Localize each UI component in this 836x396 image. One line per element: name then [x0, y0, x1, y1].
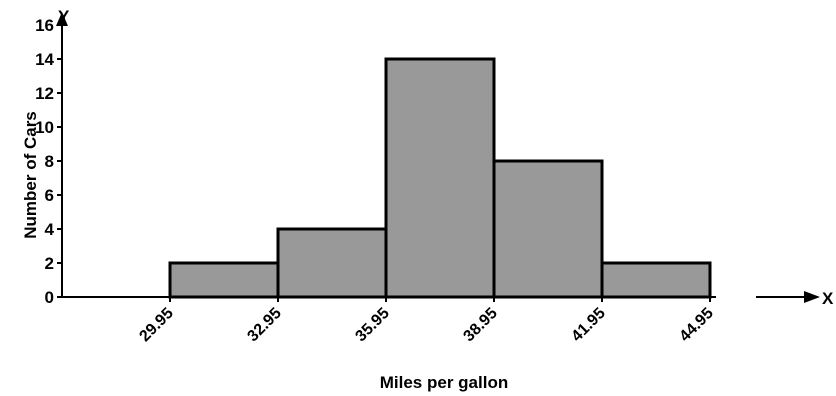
x-ticks-group: 29.95 32.95 35.95 38.95 41.95 44.95 — [136, 297, 717, 345]
histogram-bar — [384, 57, 496, 299]
y-axis-label: Number of Cars — [21, 111, 40, 239]
x-axis-arrowhead — [804, 291, 820, 303]
x-tick-label: 44.95 — [676, 305, 716, 345]
y-tick-label: 2 — [45, 254, 54, 273]
histogram-bar — [276, 227, 388, 299]
x-axis-letter: X — [822, 289, 834, 308]
x-tick-label: 29.95 — [136, 305, 176, 345]
x-tick-label: 32.95 — [244, 305, 284, 345]
y-tick-label: 14 — [35, 50, 54, 69]
y-tick-label: 8 — [45, 152, 54, 171]
y-axis-arrowhead — [56, 12, 68, 26]
y-tick-label: 6 — [45, 186, 54, 205]
y-tick-label: 10 — [35, 118, 54, 137]
y-tick-label: 4 — [45, 220, 55, 239]
y-ticks-group: 0 2 4 6 8 10 12 14 16 — [35, 16, 62, 307]
histogram-bar — [168, 261, 280, 299]
y-tick-label: 0 — [45, 288, 54, 307]
x-tick-label: 38.95 — [460, 305, 500, 345]
histogram-bar — [600, 261, 712, 299]
y-tick-label: 16 — [35, 16, 54, 35]
x-tick-label: 41.95 — [568, 305, 608, 345]
histogram-bar — [492, 159, 604, 299]
x-axis-label: Miles per gallon — [380, 373, 508, 392]
y-tick-label: 12 — [35, 84, 54, 103]
bars-group — [168, 57, 712, 299]
y-axis-letter: Y — [58, 7, 70, 26]
x-tick-label: 35.95 — [352, 305, 392, 345]
